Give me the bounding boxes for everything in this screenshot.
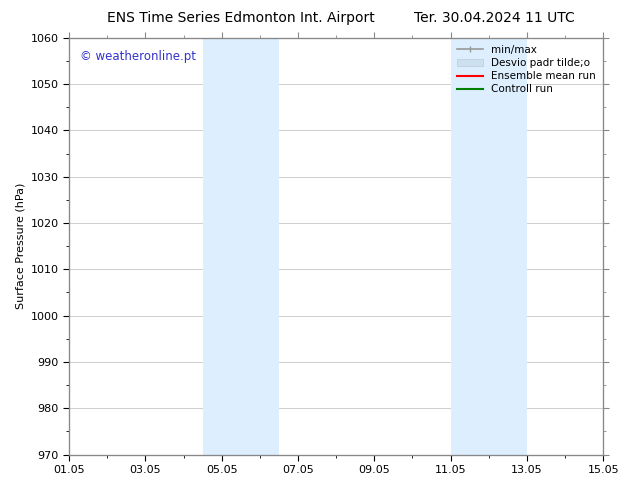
Text: Ter. 30.04.2024 11 UTC: Ter. 30.04.2024 11 UTC [414,11,575,25]
Y-axis label: Surface Pressure (hPa): Surface Pressure (hPa) [15,183,25,309]
Text: © weatheronline.pt: © weatheronline.pt [80,50,196,63]
Legend: min/max, Desvio padr tilde;o, Ensemble mean run, Controll run: min/max, Desvio padr tilde;o, Ensemble m… [453,41,600,98]
Bar [203,38,279,455]
Bar [451,38,527,455]
Text: ENS Time Series Edmonton Int. Airport: ENS Time Series Edmonton Int. Airport [107,11,375,25]
